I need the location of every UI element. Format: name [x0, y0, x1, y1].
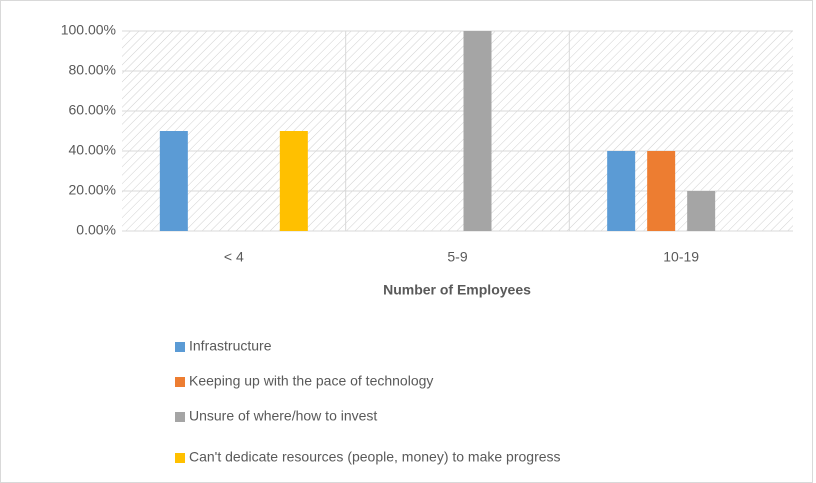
y-tick-label: 40.00% [69, 142, 116, 158]
legend-label: Infrastructure [189, 338, 272, 354]
bar [647, 151, 676, 231]
legend-label: Can't dedicate resources (people, money)… [189, 449, 561, 465]
legend-label: Keeping up with the pace of technology [189, 373, 433, 389]
y-tick-label: 100.00% [61, 22, 116, 38]
y-tick-label: 0.00% [76, 222, 116, 238]
plot-area [122, 31, 793, 231]
y-tick-label: 60.00% [69, 102, 116, 118]
bar [687, 191, 716, 231]
x-tick-label: 5-9 [447, 249, 467, 265]
bar [279, 131, 308, 231]
x-axis-title: Number of Employees [383, 282, 531, 298]
legend-swatch [175, 342, 185, 352]
x-tick-label: < 4 [224, 249, 244, 265]
legend-swatch [175, 453, 185, 463]
y-tick-label: 20.00% [69, 182, 116, 198]
bar [463, 31, 492, 231]
x-tick-label: 10-19 [663, 249, 699, 265]
bar [607, 151, 636, 231]
bar [159, 131, 188, 231]
y-tick-label: 80.00% [69, 62, 116, 78]
legend-swatch [175, 377, 185, 387]
legend-label: Unsure of where/how to invest [189, 408, 377, 424]
legend-swatch [175, 412, 185, 422]
